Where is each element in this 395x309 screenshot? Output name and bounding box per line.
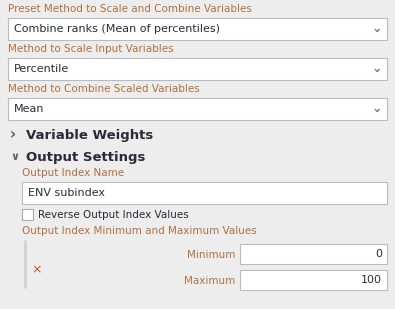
Text: 100: 100 [361,275,382,285]
Bar [240,244,387,264]
Text: Mean: Mean [14,104,45,114]
Text: ENV subindex: ENV subindex [28,188,105,198]
Bar [8,98,387,120]
Text: Reverse Output Index Values: Reverse Output Index Values [38,210,189,220]
Text: ∨: ∨ [10,152,19,162]
Bar [22,182,387,204]
Text: 0: 0 [375,249,382,259]
Text: ⌄: ⌄ [372,62,382,75]
Text: Combine ranks (Mean of percentiles): Combine ranks (Mean of percentiles) [14,24,220,34]
Bar [240,270,387,290]
Text: Maximum: Maximum [184,276,235,286]
Text: ›: › [10,128,16,142]
Bar [8,18,387,40]
Bar [22,209,33,220]
Text: Output Settings: Output Settings [26,150,145,163]
Text: Percentile: Percentile [14,64,69,74]
Text: ×: × [32,264,42,277]
Text: ⌄: ⌄ [372,23,382,36]
Text: Method to Scale Input Variables: Method to Scale Input Variables [8,44,174,54]
Text: Variable Weights: Variable Weights [26,129,153,142]
Text: Minimum: Minimum [186,250,235,260]
Text: Preset Method to Scale and Combine Variables: Preset Method to Scale and Combine Varia… [8,4,252,14]
Text: Output Index Name: Output Index Name [22,168,124,178]
Text: Output Index Minimum and Maximum Values: Output Index Minimum and Maximum Values [22,226,257,236]
Text: Method to Combine Scaled Variables: Method to Combine Scaled Variables [8,84,200,94]
Text: ⌄: ⌄ [372,103,382,116]
Bar [8,58,387,80]
